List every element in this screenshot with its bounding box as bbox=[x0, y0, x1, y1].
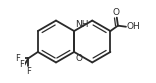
Text: F: F bbox=[26, 67, 31, 76]
Text: O: O bbox=[113, 8, 120, 17]
Text: NH: NH bbox=[75, 20, 89, 29]
Text: OH: OH bbox=[127, 22, 140, 31]
Text: O: O bbox=[75, 54, 82, 63]
Text: F: F bbox=[19, 60, 24, 69]
Text: F: F bbox=[15, 54, 20, 63]
